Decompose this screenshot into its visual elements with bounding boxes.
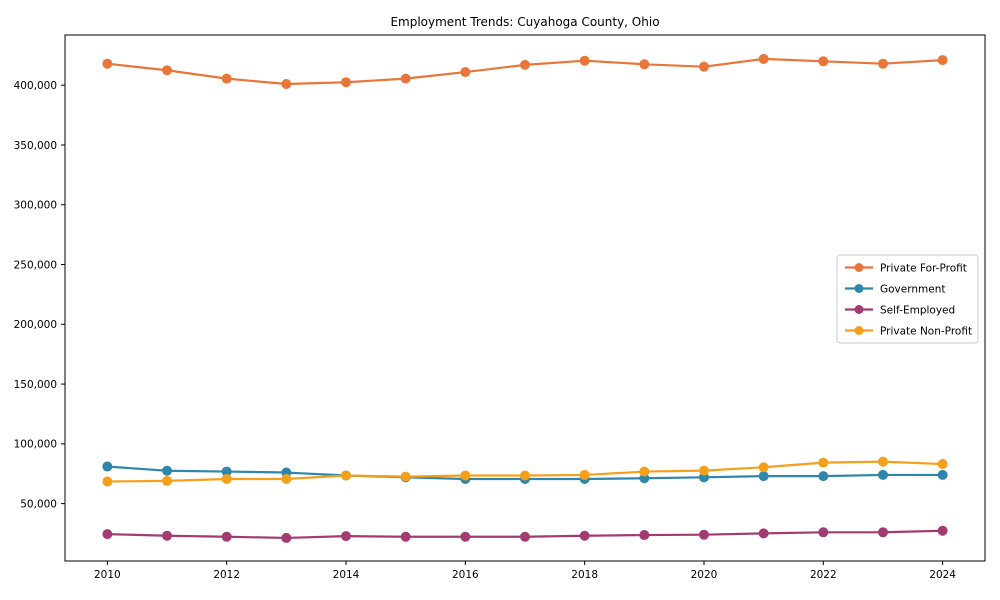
data-point-self-employed	[221, 531, 232, 542]
legend-item: Government	[845, 283, 945, 295]
legend-item: Private Non-Profit	[845, 325, 972, 337]
data-point-private-non-profit	[162, 475, 173, 486]
x-axis-tick-label: 2012	[213, 569, 240, 581]
legend-item: Self-Employed	[845, 304, 955, 316]
data-point-self-employed	[877, 527, 888, 538]
data-point-self-employed	[460, 531, 471, 542]
data-point-private-non-profit	[221, 473, 232, 484]
data-point-private-for-profit	[698, 61, 709, 72]
data-point-private-for-profit	[400, 73, 411, 84]
data-point-private-non-profit	[698, 465, 709, 476]
y-axis-tick-label: 50,000	[20, 498, 57, 510]
data-point-private-non-profit	[341, 470, 352, 481]
data-point-self-employed	[341, 531, 352, 542]
data-point-self-employed	[162, 530, 173, 541]
legend-label: Government	[880, 283, 945, 295]
legend-item: Private For-Profit	[845, 262, 967, 274]
data-point-self-employed	[102, 529, 113, 540]
legend-label: Private Non-Profit	[880, 325, 972, 337]
data-point-government	[758, 471, 769, 482]
data-point-self-employed	[579, 530, 590, 541]
y-axis-tick-label: 400,000	[14, 80, 57, 92]
data-point-private-for-profit	[460, 67, 471, 78]
legend-marker-dot	[854, 305, 864, 314]
data-point-private-for-profit	[162, 65, 173, 76]
data-point-self-employed	[520, 531, 530, 542]
data-point-private-for-profit	[281, 79, 292, 90]
data-point-self-employed	[818, 527, 829, 538]
data-point-private-non-profit	[818, 457, 829, 468]
legend-marker-dot	[854, 326, 864, 335]
data-point-private-non-profit	[579, 469, 590, 480]
data-point-private-for-profit	[221, 73, 232, 84]
data-point-private-non-profit	[281, 473, 292, 484]
data-point-private-for-profit	[341, 77, 352, 88]
y-axis-tick-label: 350,000	[14, 140, 57, 152]
data-point-private-for-profit	[818, 56, 829, 67]
data-point-private-non-profit	[877, 456, 888, 467]
data-point-government	[162, 465, 173, 476]
x-axis-tick-label: 2024	[929, 569, 956, 581]
y-axis-tick-label: 250,000	[14, 259, 57, 271]
data-point-self-employed	[758, 528, 769, 539]
data-point-private-non-profit	[937, 459, 948, 470]
data-point-private-non-profit	[639, 466, 650, 477]
data-point-private-for-profit	[937, 55, 948, 66]
data-point-private-for-profit	[758, 53, 769, 64]
data-point-government	[102, 461, 113, 472]
legend-label: Private For-Profit	[880, 262, 967, 274]
data-point-private-for-profit	[579, 55, 590, 66]
x-axis-tick-label: 2010	[94, 569, 121, 581]
data-point-self-employed	[937, 525, 948, 536]
data-point-self-employed	[639, 530, 650, 541]
data-point-government	[221, 466, 232, 477]
x-axis-tick-label: 2014	[333, 569, 360, 581]
x-axis-tick-label: 2018	[571, 569, 598, 581]
data-point-self-employed	[400, 531, 411, 542]
plot-border	[64, 34, 986, 562]
data-point-self-employed	[281, 532, 292, 543]
data-point-private-non-profit	[102, 476, 113, 487]
chart-title: Employment Trends: Cuyahoga County, Ohio	[390, 15, 659, 29]
legend-label: Self-Employed	[880, 304, 955, 316]
x-axis-tick-label: 2016	[452, 569, 479, 581]
y-axis-tick-label: 200,000	[14, 319, 57, 331]
data-point-government	[877, 469, 888, 480]
data-point-private-for-profit	[639, 59, 650, 70]
data-point-private-non-profit	[520, 470, 530, 481]
y-axis-tick-label: 300,000	[14, 200, 57, 212]
data-point-private-non-profit	[460, 470, 471, 481]
data-point-government	[937, 469, 948, 480]
x-axis-tick-label: 2022	[810, 569, 837, 581]
data-point-self-employed	[698, 529, 709, 540]
x-axis-tick-label: 2020	[691, 569, 718, 581]
y-axis-tick-label: 100,000	[14, 439, 57, 451]
legend-box	[836, 254, 979, 344]
data-point-government	[818, 471, 829, 482]
y-axis-tick-label: 150,000	[14, 379, 57, 391]
data-point-private-non-profit	[758, 462, 769, 473]
data-point-private-for-profit	[520, 59, 530, 70]
legend-marker-dot	[854, 284, 864, 293]
data-point-private-for-profit	[877, 58, 888, 69]
data-point-private-non-profit	[400, 471, 411, 482]
legend-marker-dot	[854, 263, 864, 272]
data-point-private-for-profit	[102, 58, 113, 69]
